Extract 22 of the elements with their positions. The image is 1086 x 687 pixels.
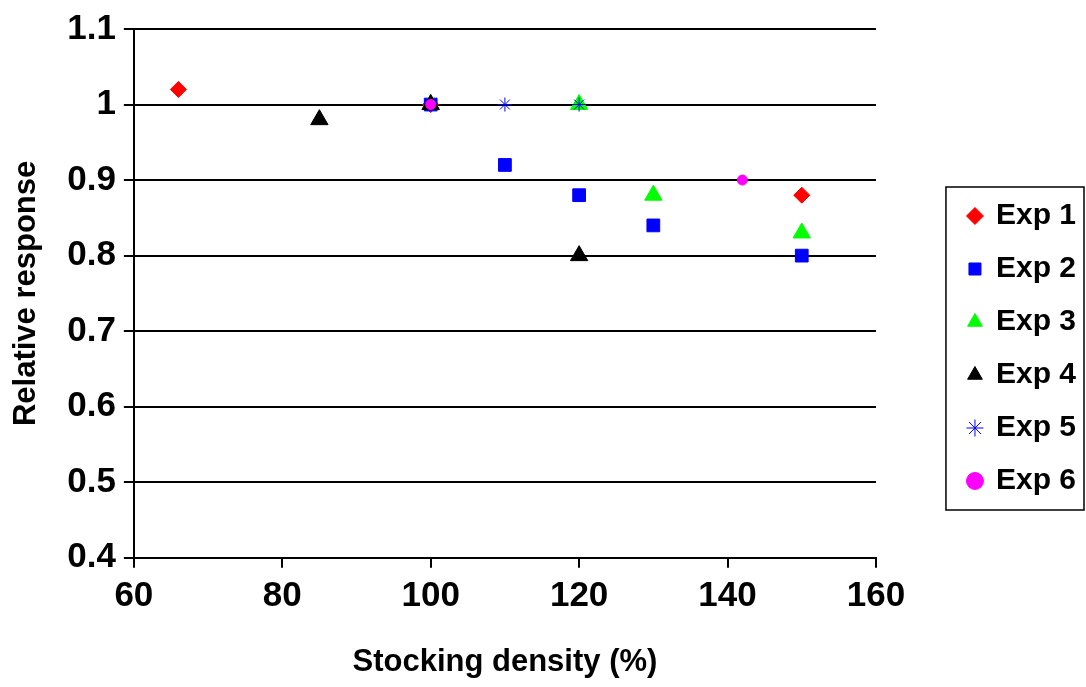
x-tick-label: 140: [698, 574, 757, 614]
y-axis-title: Relative response: [7, 160, 43, 427]
legend-label: Exp 4: [995, 356, 1077, 390]
x-axis-title: Stocking density (%): [352, 642, 658, 678]
y-tick-label: 1.1: [67, 6, 116, 46]
legend-label: Exp 3: [995, 303, 1077, 337]
x-tick-label: 100: [401, 574, 460, 614]
legend-label: Exp 2: [995, 250, 1077, 284]
legend-label: Exp 6: [995, 462, 1077, 496]
x-tick-label: 120: [549, 574, 609, 614]
legend-label: Exp 1: [995, 197, 1077, 231]
legend-label: Exp 5: [995, 409, 1077, 443]
x-tick-label: 80: [262, 574, 302, 614]
y-tick-label: 0.7: [67, 308, 116, 348]
y-tick-label: 1: [96, 82, 116, 122]
y-tick-label: 0.9: [67, 157, 116, 197]
y-tick-label: 0.6: [67, 384, 116, 424]
y-tick-label: 0.5: [67, 459, 116, 499]
x-tick-label: 160: [846, 574, 906, 614]
y-tick-label: 0.8: [67, 233, 116, 273]
y-tick-label: 0.4: [67, 535, 117, 575]
x-tick-label: 60: [114, 574, 154, 614]
